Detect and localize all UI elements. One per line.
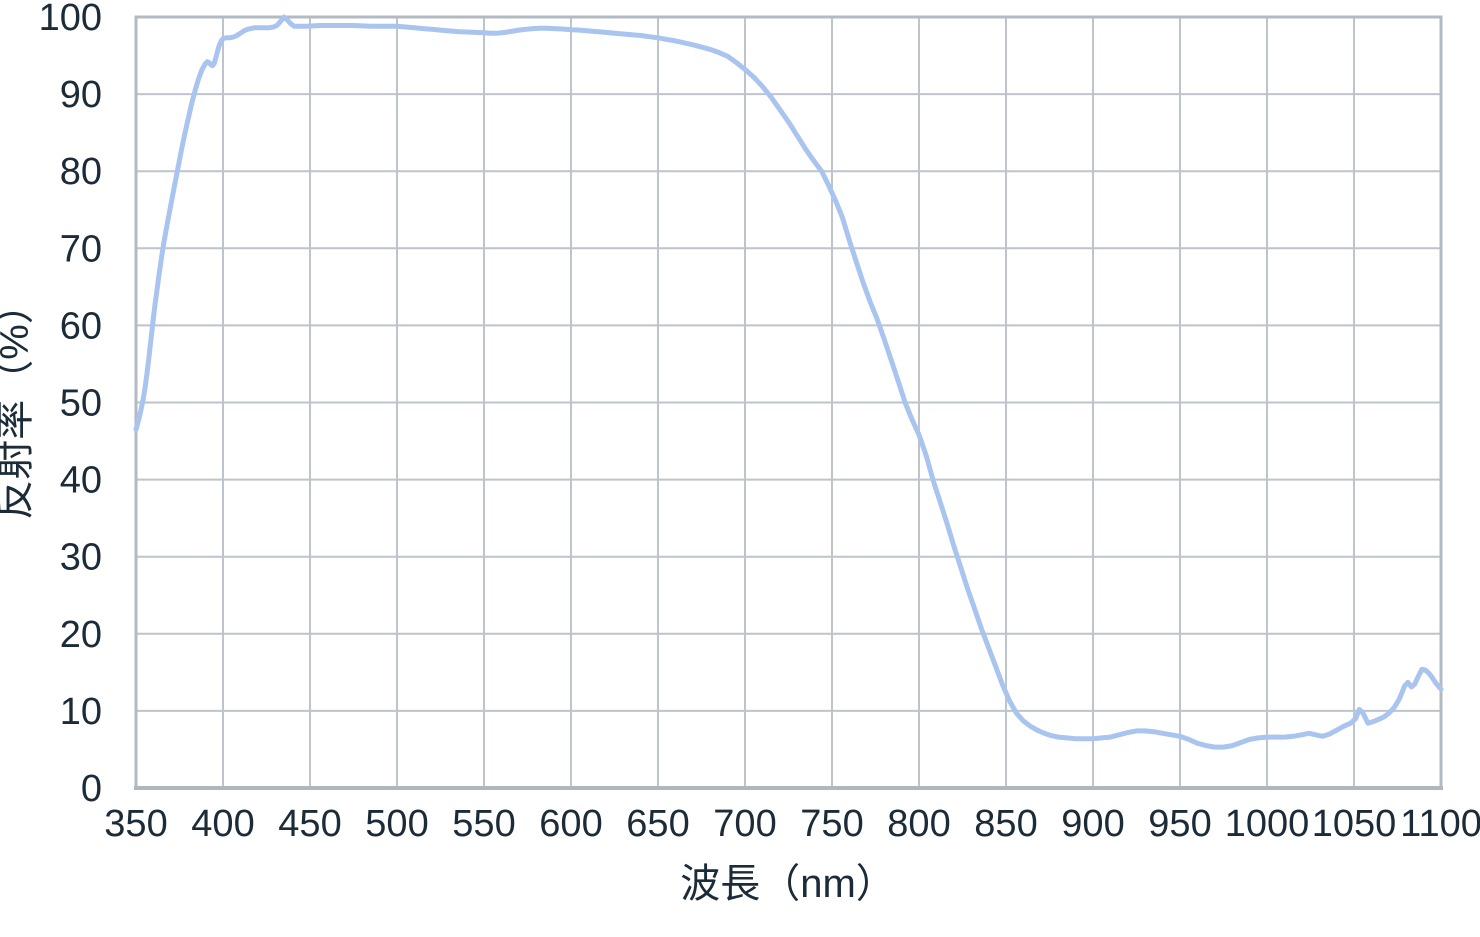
x-tick-label-600: 600 (539, 803, 602, 845)
series-layer (133, 14, 1444, 750)
y-tick-label-90: 90 (60, 74, 102, 116)
x-tick-label-650: 650 (626, 803, 689, 845)
x-tick-label-1050: 1050 (1312, 803, 1397, 845)
x-tick-label-450: 450 (278, 803, 341, 845)
y-tick-label-80: 80 (60, 151, 102, 193)
x-tick-label-1100: 1100 (1400, 803, 1480, 845)
y-tick-label-100: 100 (39, 0, 102, 39)
x-tick-label-500: 500 (365, 803, 428, 845)
x-tick-label-850: 850 (974, 803, 1037, 845)
x-axis-title: 波長（nm） (680, 862, 896, 906)
y-tick-label-70: 70 (60, 228, 102, 270)
y-tick-label-30: 30 (60, 537, 102, 579)
reflectance-curve (133, 14, 1444, 750)
x-tick-label-800: 800 (887, 803, 950, 845)
tick-labels: 350 400 450 500 550 600 650 700 750 800 850 900 950 1… (39, 0, 1480, 845)
x-tick-label-700: 700 (713, 803, 776, 845)
y-tick-label-40: 40 (60, 460, 102, 502)
y-tick-label-20: 20 (60, 614, 102, 656)
y-tick-label-0: 0 (81, 768, 102, 810)
y-tick-label-50: 50 (60, 383, 102, 425)
y-tick-label-10: 10 (60, 691, 102, 733)
x-tick-label-550: 550 (452, 803, 515, 845)
x-tick-label-400: 400 (191, 803, 254, 845)
y-tick-label-60: 60 (60, 305, 102, 347)
y-axis-title: 反射率（%） (0, 284, 37, 520)
x-tick-label-350: 350 (104, 803, 167, 845)
x-tick-label-750: 750 (800, 803, 863, 845)
gridlines (134, 15, 1443, 790)
x-tick-label-950: 950 (1148, 803, 1211, 845)
x-tick-label-900: 900 (1061, 803, 1124, 845)
x-tick-label-1000: 1000 (1225, 803, 1310, 845)
